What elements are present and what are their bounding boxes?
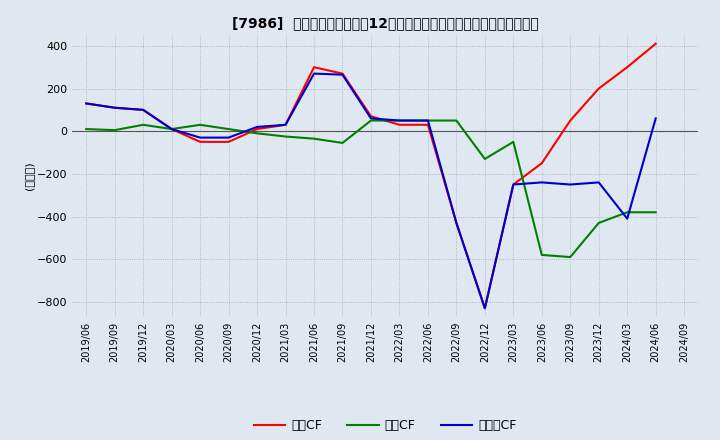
投資CF: [196, 122, 204, 128]
Y-axis label: (百万円): (百万円): [24, 161, 34, 191]
投資CF: [310, 136, 318, 141]
営業CF: [623, 65, 631, 70]
フリーCF: [282, 122, 290, 128]
投資CF: [537, 252, 546, 257]
投資CF: [595, 220, 603, 226]
営業CF: [139, 107, 148, 113]
営業CF: [366, 114, 375, 119]
フリーCF: [595, 180, 603, 185]
Title: [7986]  キャッシュフローの12か月移動合計の対前年同期増減額の推移: [7986] キャッシュフローの12か月移動合計の対前年同期増減額の推移: [232, 16, 539, 30]
投資CF: [366, 118, 375, 123]
営業CF: [480, 306, 489, 311]
営業CF: [310, 65, 318, 70]
フリーCF: [310, 71, 318, 76]
営業CF: [395, 122, 404, 128]
投資CF: [652, 209, 660, 215]
営業CF: [110, 105, 119, 110]
フリーCF: [139, 107, 148, 113]
フリーCF: [509, 182, 518, 187]
投資CF: [452, 118, 461, 123]
フリーCF: [452, 220, 461, 226]
営業CF: [167, 126, 176, 132]
フリーCF: [623, 216, 631, 221]
営業CF: [423, 122, 432, 128]
フリーCF: [110, 105, 119, 110]
営業CF: [452, 220, 461, 226]
投資CF: [566, 254, 575, 260]
投資CF: [423, 118, 432, 123]
投資CF: [139, 122, 148, 128]
営業CF: [509, 182, 518, 187]
営業CF: [566, 118, 575, 123]
営業CF: [282, 122, 290, 128]
フリーCF: [338, 72, 347, 77]
フリーCF: [225, 135, 233, 140]
営業CF: [595, 86, 603, 91]
フリーCF: [196, 135, 204, 140]
フリーCF: [395, 118, 404, 123]
投資CF: [110, 128, 119, 133]
投資CF: [253, 131, 261, 136]
フリーCF: [652, 116, 660, 121]
投資CF: [225, 126, 233, 132]
営業CF: [225, 139, 233, 144]
フリーCF: [167, 126, 176, 132]
投資CF: [395, 118, 404, 123]
フリーCF: [480, 306, 489, 311]
営業CF: [196, 139, 204, 144]
投資CF: [167, 126, 176, 132]
営業CF: [537, 161, 546, 166]
フリーCF: [566, 182, 575, 187]
投資CF: [509, 139, 518, 144]
営業CF: [652, 41, 660, 46]
投資CF: [282, 134, 290, 139]
フリーCF: [537, 180, 546, 185]
Line: フリーCF: フリーCF: [86, 73, 656, 308]
Line: 投資CF: 投資CF: [86, 121, 656, 257]
Legend: 営業CF, 投資CF, フリーCF: 営業CF, 投資CF, フリーCF: [249, 414, 521, 437]
営業CF: [338, 71, 347, 76]
フリーCF: [366, 116, 375, 121]
投資CF: [82, 126, 91, 132]
投資CF: [623, 209, 631, 215]
投資CF: [480, 156, 489, 161]
投資CF: [338, 140, 347, 146]
フリーCF: [82, 101, 91, 106]
フリーCF: [423, 118, 432, 123]
営業CF: [253, 126, 261, 132]
Line: 営業CF: 営業CF: [86, 44, 656, 308]
フリーCF: [253, 124, 261, 129]
営業CF: [82, 101, 91, 106]
